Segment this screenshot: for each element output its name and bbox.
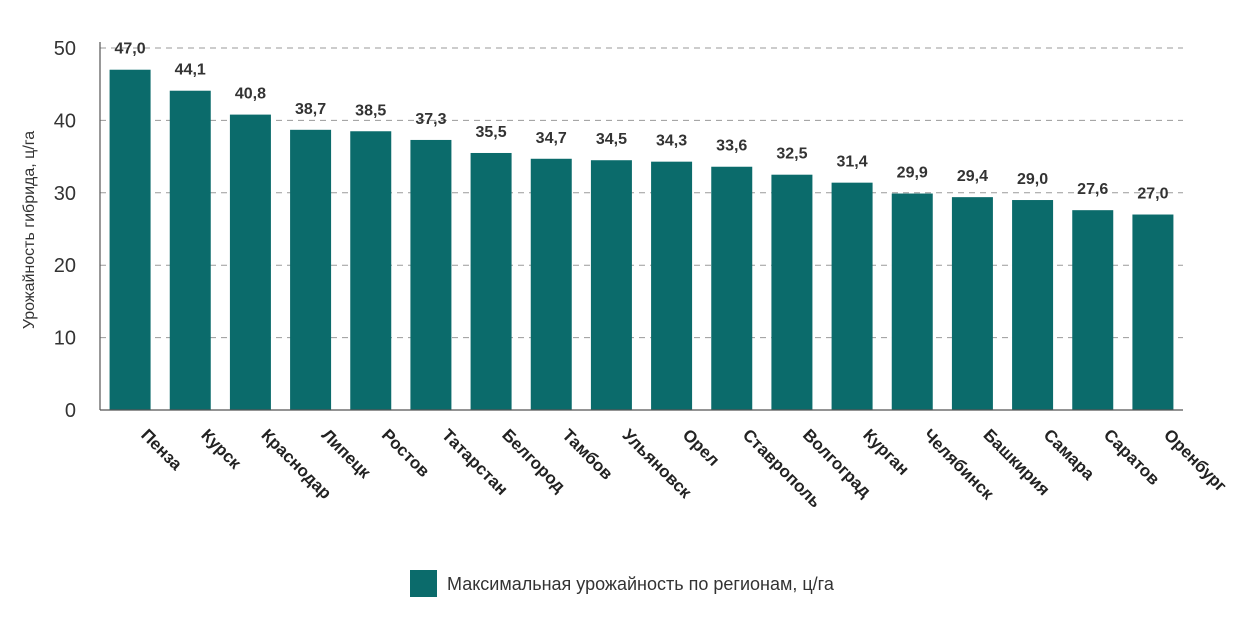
data-label: 40,8 (235, 86, 266, 103)
data-label: 29,9 (897, 165, 928, 182)
data-label: 27,6 (1077, 181, 1108, 198)
bar (290, 129, 332, 410)
category-label: Самара (1040, 425, 1099, 484)
category-label: Орел (679, 425, 723, 469)
bar (1132, 214, 1174, 410)
y-axis-label: Урожайность гибрида, ц/га (21, 131, 38, 329)
bar (470, 152, 512, 411)
y-tick-label: 0 (65, 400, 76, 422)
data-label: 29,0 (1017, 171, 1048, 188)
data-label: 38,7 (295, 101, 326, 118)
bar (1072, 210, 1114, 410)
data-label: 44,1 (175, 62, 206, 79)
bar (831, 182, 873, 410)
y-tick-label: 40 (54, 110, 76, 132)
y-axis-ticks: 0 10 20 30 40 50 (54, 38, 76, 422)
data-label: 34,3 (656, 133, 687, 150)
category-label: Ростов (378, 425, 433, 480)
data-labels: 47,0 44,1 40,8 38,7 38,5 37,3 35,5 34,7 34,5 34,3… (115, 41, 1169, 203)
legend: Максимальная урожайность по регионам, ц/… (410, 570, 835, 597)
bar (651, 161, 693, 410)
grid-lines (100, 47, 1183, 339)
data-label: 33,6 (716, 138, 747, 155)
data-label: 35,5 (476, 124, 507, 141)
bar (350, 131, 392, 410)
bar (530, 158, 572, 410)
bar (951, 197, 993, 410)
data-label: 27,0 (1137, 186, 1168, 203)
bar (1012, 200, 1054, 410)
data-label: 34,5 (596, 131, 627, 148)
legend-label: Максимальная урожайность по регионам, ц/… (447, 574, 835, 594)
data-label: 32,5 (776, 146, 807, 163)
category-label: Пенза (137, 425, 186, 474)
data-label: 31,4 (837, 154, 868, 171)
bars (109, 69, 1174, 411)
data-label: 29,4 (957, 168, 988, 185)
bar (771, 174, 813, 410)
bar (891, 193, 933, 410)
axes (99, 42, 1183, 411)
data-label: 34,7 (536, 130, 567, 147)
y-tick-label: 10 (54, 328, 76, 350)
bar (229, 114, 271, 410)
bar (711, 166, 753, 410)
data-label: 38,5 (355, 102, 386, 119)
data-label: 37,3 (415, 111, 446, 128)
category-label: Курск (197, 425, 245, 473)
data-label: 47,0 (115, 41, 146, 58)
bar (109, 69, 151, 410)
category-label: Оренбург (1160, 425, 1230, 495)
category-label: Тамбов (558, 425, 616, 483)
category-label: Липецк (318, 425, 375, 482)
y-tick-label: 20 (54, 255, 76, 277)
bar (590, 160, 632, 410)
legend-swatch (410, 570, 437, 597)
bar (169, 90, 211, 410)
y-tick-label: 50 (54, 38, 76, 60)
bar (410, 139, 452, 410)
category-label: Саратов (1100, 425, 1163, 488)
category-label: Курган (859, 425, 913, 479)
y-tick-label: 30 (54, 183, 76, 205)
